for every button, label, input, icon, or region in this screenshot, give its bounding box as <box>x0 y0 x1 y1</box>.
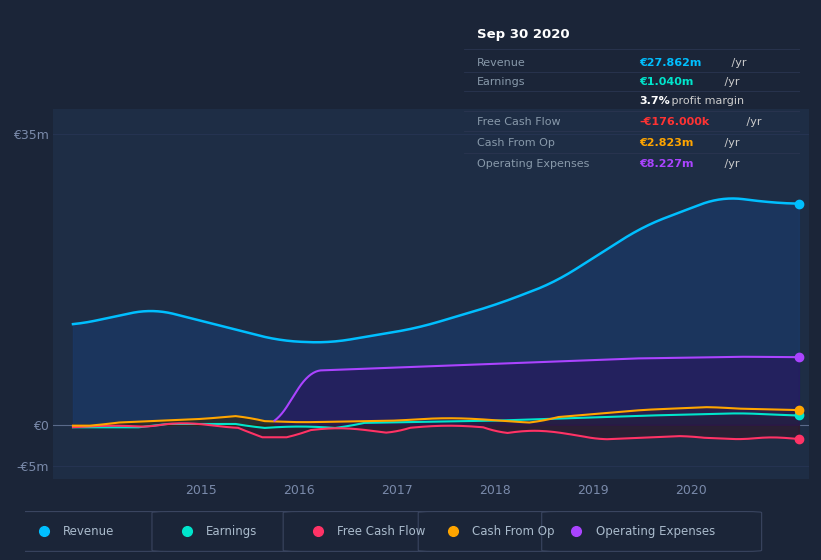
Text: Operating Expenses: Operating Expenses <box>596 525 715 538</box>
FancyBboxPatch shape <box>283 512 449 552</box>
Text: Free Cash Flow: Free Cash Flow <box>477 117 561 127</box>
Text: Cash From Op: Cash From Op <box>477 138 555 148</box>
Text: €1.040m: €1.040m <box>639 77 693 87</box>
Text: €8.227m: €8.227m <box>639 160 694 170</box>
Text: 3.7%: 3.7% <box>639 96 670 106</box>
FancyBboxPatch shape <box>418 512 585 552</box>
Text: /yr: /yr <box>721 77 740 87</box>
Text: Earnings: Earnings <box>206 525 257 538</box>
FancyBboxPatch shape <box>542 512 762 552</box>
Text: Revenue: Revenue <box>477 58 526 68</box>
Text: /yr: /yr <box>721 160 740 170</box>
Text: /yr: /yr <box>721 138 740 148</box>
FancyBboxPatch shape <box>152 512 302 552</box>
Text: Earnings: Earnings <box>477 77 525 87</box>
Text: Free Cash Flow: Free Cash Flow <box>337 525 425 538</box>
FancyBboxPatch shape <box>9 512 163 552</box>
Text: /yr: /yr <box>743 117 762 127</box>
Text: Cash From Op: Cash From Op <box>472 525 555 538</box>
Text: Operating Expenses: Operating Expenses <box>477 160 589 170</box>
Text: €27.862m: €27.862m <box>639 58 701 68</box>
Text: -€176.000k: -€176.000k <box>639 117 709 127</box>
Text: Revenue: Revenue <box>63 525 115 538</box>
Text: profit margin: profit margin <box>667 96 744 106</box>
Text: Sep 30 2020: Sep 30 2020 <box>477 28 570 41</box>
Text: €2.823m: €2.823m <box>639 138 693 148</box>
Text: /yr: /yr <box>728 58 747 68</box>
